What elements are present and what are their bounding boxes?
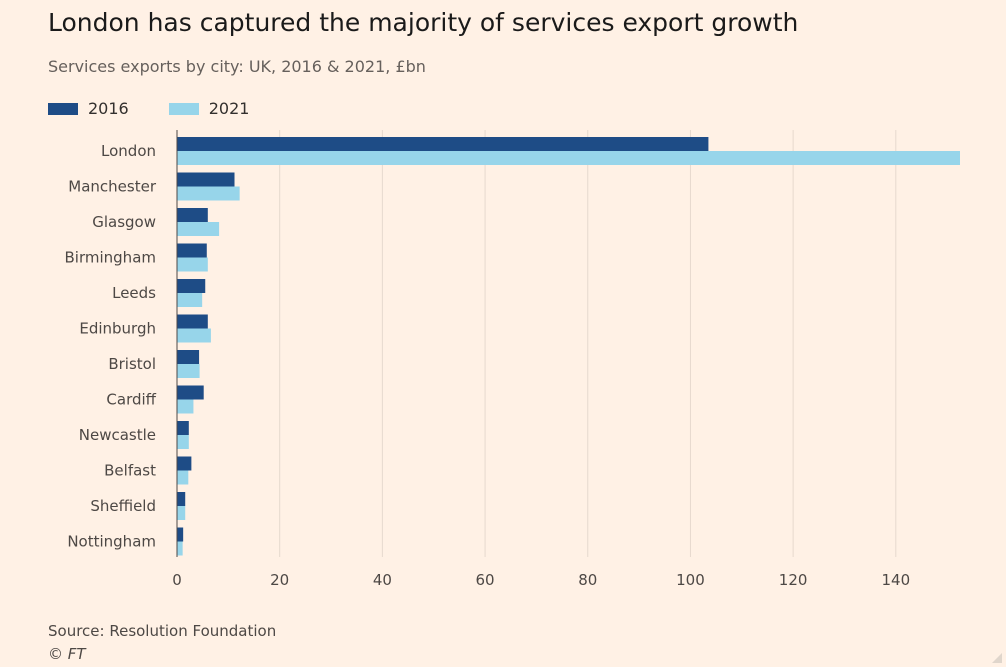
bar-2016-belfast [177,456,192,471]
bar-2021-london [177,151,960,165]
tick-label: 120 [779,571,808,589]
bar-2021-sheffield [177,506,186,520]
bar-2016-leeds [177,279,206,293]
source-note: Source: Resolution Foundation [48,622,277,640]
category-label: Leeds [112,284,156,302]
bar-2016-nottingham [177,527,184,542]
bar-2021-leeds [177,293,203,307]
category-label: Belfast [104,462,156,480]
bar-2016-cardiff [177,385,204,400]
tick-label: 60 [476,571,495,589]
bar-2021-belfast [177,470,189,485]
legend-item-2021: 2021 [168,99,250,118]
resize-handle [992,653,1002,663]
bar-2021-cardiff [177,399,194,414]
chart-subtitle: Services exports by city: UK, 2016 & 202… [48,57,426,76]
bar-2016-sheffield [177,492,186,506]
category-label: Edinburgh [79,320,156,338]
legend-swatch-2016 [48,102,78,115]
tick-label: 80 [578,571,597,589]
legend-swatch-2021 [168,102,199,115]
bar-2016-glasgow [177,208,208,222]
category-label: Cardiff [106,391,156,409]
tick-label: 100 [676,571,705,589]
bar-2016-birmingham [177,243,207,258]
category-label: London [101,142,156,160]
bar-2016-manchester [177,172,235,187]
bar-2016-bristol [177,350,200,364]
chart-title: London has captured the majority of serv… [48,8,799,37]
bar-2021-newcastle [177,435,189,449]
bar-2021-bristol [177,364,200,378]
tick-label: 40 [373,571,392,589]
legend-label-2016: 2016 [88,99,129,118]
legend: 2016 2021 [48,99,289,118]
legend-label-2021: 2021 [208,99,250,118]
bar-2021-edinburgh [177,328,211,343]
bar-2021-nottingham [177,541,183,556]
copyright-credit: © FT [48,645,86,663]
bar-2016-london [177,137,709,151]
tick-label: 0 [172,571,182,589]
bar-2021-birmingham [177,257,208,272]
category-label: Sheffield [90,497,156,515]
category-label: Bristol [108,355,156,373]
category-label: Birmingham [65,249,156,267]
bar-2016-edinburgh [177,314,208,329]
bar-chart: London Manchester Glasgow Birmingham Leeds Ed… [65,130,960,589]
category-label: Glasgow [92,213,156,231]
bar-2021-manchester [177,186,240,201]
bar-2021-glasgow [177,222,220,236]
tick-label: 140 [881,571,910,589]
category-label: Newcastle [79,426,156,444]
bar-2016-newcastle [177,421,189,435]
tick-label: 20 [270,571,289,589]
legend-item-2016: 2016 [48,99,129,118]
category-label: Manchester [68,178,157,196]
category-label: Nottingham [67,533,156,551]
